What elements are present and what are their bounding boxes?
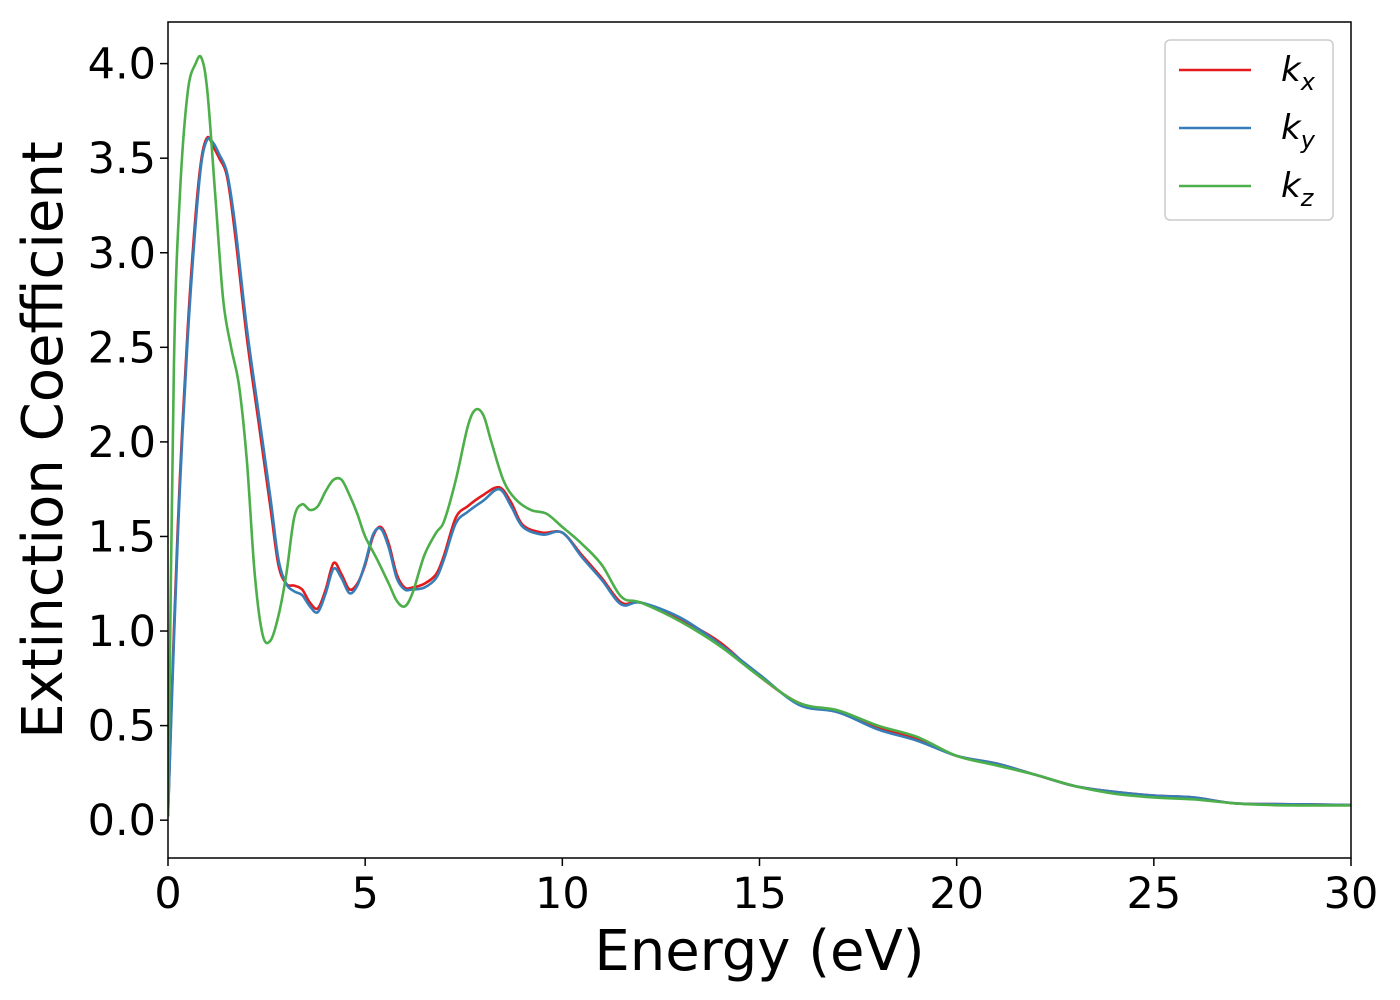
x-tick-label: 25: [1126, 869, 1181, 919]
y-tick-label: 1.0: [88, 607, 156, 657]
y-tick-label: 0.5: [88, 702, 156, 752]
y-tick-label: 1.5: [88, 512, 156, 562]
series-line-kz: [168, 54, 1351, 817]
y-axis-label: Extinction Coefficient: [11, 141, 76, 739]
x-tick-label: 30: [1324, 869, 1379, 919]
y-tick-label: 0.0: [88, 796, 156, 846]
y-tick-label: 2.0: [88, 418, 156, 468]
legend-frame: [1164, 39, 1334, 221]
y-tick-label: 4.0: [88, 40, 156, 90]
x-axis: 0 5 10 15 20 25 30: [154, 858, 1378, 919]
y-axis: 0.0 0.5 1.0 1.5 2.0 2.5 3.0 3.5 4.0: [88, 40, 168, 846]
x-tick-label: 0: [154, 869, 181, 919]
x-axis-label: Energy (eV): [594, 919, 924, 984]
y-tick-label: 3.5: [88, 134, 156, 184]
series-line-ky: [168, 136, 1351, 817]
x-tick-label: 10: [535, 869, 590, 919]
x-tick-label: 20: [929, 869, 984, 919]
y-tick-label: 2.5: [88, 323, 156, 373]
x-tick-label: 15: [732, 869, 787, 919]
series-layer: [168, 54, 1351, 817]
x-tick-label: 5: [351, 869, 378, 919]
y-tick-label: 3.0: [88, 229, 156, 279]
